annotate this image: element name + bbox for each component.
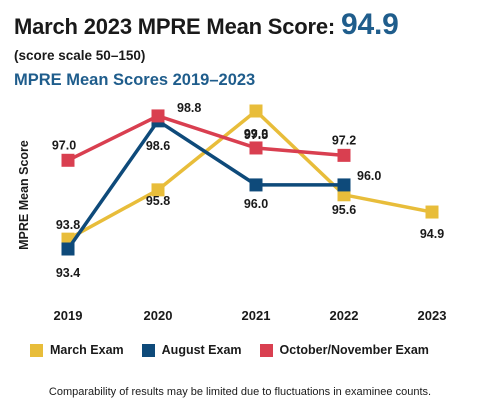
line-chart: 2019 2020 2021 2022 2023 93.8 95.8 99.0 95.6 94.9…	[52, 101, 447, 323]
legend-item-august-exam: August Exam	[141, 343, 242, 357]
x-tick-label-2023: 2023	[418, 308, 447, 323]
data-label-march-exam-2019: 93.8	[56, 218, 80, 232]
data-label-october-november-exam-2019: 97.0	[52, 138, 76, 152]
x-tick-label-2022: 2022	[330, 308, 359, 323]
data-point-october-november-exam-2020	[151, 109, 165, 123]
score-scale-note: (score scale 50–150)	[14, 48, 146, 63]
data-point-october-november-exam-2021	[249, 141, 263, 155]
headline: March 2023 MPRE Mean Score: 94.9	[14, 8, 399, 42]
data-label-october-november-exam-2022: 97.2	[332, 133, 356, 147]
data-point-march-exam-2022	[337, 188, 351, 202]
chart-title: MPRE Mean Scores 2019–2023	[14, 71, 256, 89]
data-label-march-exam-2022: 95.6	[332, 203, 356, 217]
legend-label-march-exam: March Exam	[50, 343, 124, 357]
series-line-october-november-exam	[67, 114, 345, 162]
legend: March Exam August Exam October/November Ex…	[30, 343, 429, 357]
data-label-august-exam-2021: 96.0	[244, 197, 268, 211]
data-point-march-exam-2023	[425, 205, 439, 219]
data-point-august-exam-2019	[61, 242, 75, 256]
data-label-march-exam-2021: 99.0	[244, 127, 268, 141]
data-point-october-november-exam-2022	[337, 148, 351, 162]
data-label-august-exam-2020: 98.6	[146, 139, 170, 153]
data-label-august-exam-2022: 96.0	[357, 169, 381, 183]
legend-item-march-exam: March Exam	[30, 343, 124, 357]
data-label-october-november-exam-2020: 98.8	[177, 101, 201, 115]
data-label-october-november-exam-2021: 97.5	[244, 128, 268, 142]
data-point-march-exam-2021	[249, 104, 263, 118]
legend-label-august-exam: August Exam	[161, 343, 242, 357]
data-label-august-exam-2019: 93.4	[56, 266, 80, 280]
x-tick-label-2021: 2021	[242, 308, 271, 323]
series-line-august-exam	[66, 118, 344, 251]
x-tick-label-2019: 2019	[54, 308, 83, 323]
data-point-october-november-exam-2019	[61, 153, 75, 167]
headline-score: 94.9	[340, 8, 399, 41]
legend-swatch-october-november-exam	[259, 343, 273, 357]
legend-label-october-november-exam: October/November Exam	[279, 343, 429, 357]
data-label-march-exam-2023: 94.9	[420, 227, 444, 241]
data-point-march-exam-2020	[151, 183, 165, 197]
data-label-march-exam-2020: 95.8	[146, 194, 170, 208]
legend-swatch-august-exam	[141, 343, 155, 357]
footnote: Comparability of results may be limited …	[48, 386, 432, 398]
legend-swatch-march-exam	[30, 343, 43, 357]
data-point-august-exam-2021	[249, 178, 263, 192]
data-point-august-exam-2022	[337, 178, 351, 192]
headline-text: March 2023 MPRE Mean Score:	[14, 14, 341, 39]
x-tick-label-2020: 2020	[144, 308, 173, 323]
legend-item-october-november-exam: October/November Exam	[259, 343, 429, 357]
